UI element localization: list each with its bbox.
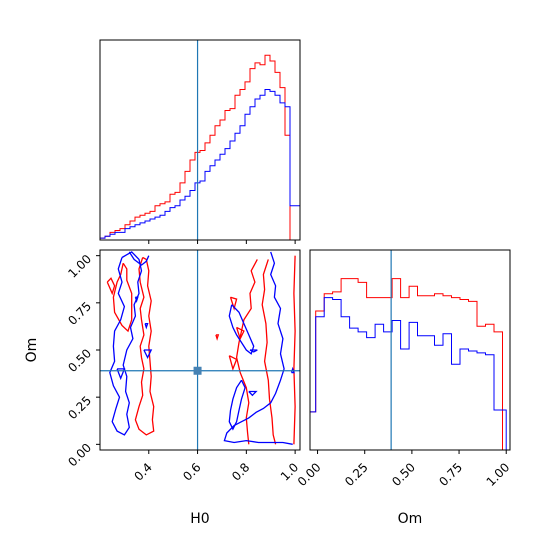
h0-histogram-panel [99, 39, 301, 244]
joint-y-axis-label: Om [24, 338, 40, 363]
om-x-tick-label: 0.50 [389, 460, 418, 489]
joint-y-tick-label: 0.75 [65, 299, 94, 328]
joint-y-tick-label: 1.00 [65, 252, 94, 281]
joint-blue-contours [109, 251, 295, 445]
joint-blue-contour [223, 251, 293, 445]
joint-red-contour [134, 256, 155, 436]
h0-hist-red-series [99, 54, 300, 241]
h0-axis-label: H0 [190, 511, 209, 527]
joint-y-ticks: 0.00 0.25 0.50 0.75 1.00 [65, 252, 100, 469]
joint-x-tick-label: 0.8 [229, 460, 252, 483]
joint-truth-marker [193, 366, 202, 375]
joint-blue-contour [128, 251, 150, 266]
om-hist-red-series [309, 278, 507, 451]
joint-blue-contour [134, 296, 139, 304]
joint-blue-contour [109, 251, 143, 436]
joint-blue-contour [143, 349, 153, 359]
joint-x-ticks: 0.4 0.6 0.8 1.0 [132, 450, 301, 484]
joint-red-contour [293, 255, 296, 445]
om-x-tick-label: 0.00 [295, 460, 324, 489]
joint-x-tick-label: 0.6 [180, 460, 203, 483]
h0-hist-frame [99, 39, 301, 241]
joint-red-contour [106, 277, 116, 296]
joint-y-tick-label: 0.00 [65, 441, 94, 470]
om-histogram-panel: 0.00 0.25 0.50 0.75 1.00 [295, 249, 512, 489]
joint-red-contour [261, 259, 277, 445]
joint-red-contour [112, 262, 133, 333]
joint-x-tick-label: 0.4 [132, 460, 155, 483]
om-axis-label: Om [398, 511, 423, 527]
om-x-tick-label: 0.25 [342, 460, 371, 489]
joint-blue-contour [248, 390, 258, 397]
om-hist-blue-series [309, 297, 507, 450]
om-x-ticks: 0.00 0.25 0.50 0.75 1.00 [295, 450, 512, 489]
joint-red-contour [215, 334, 220, 341]
joint-frame [99, 249, 301, 451]
joint-red-contour [229, 296, 238, 311]
joint-blue-contour [228, 379, 246, 431]
joint-blue-contour [116, 368, 126, 381]
joint-y-tick-label: 0.50 [65, 346, 94, 375]
joint-blue-contour [144, 322, 149, 330]
om-x-tick-label: 1.00 [484, 460, 513, 489]
joint-red-contours [106, 255, 296, 445]
om-x-tick-label: 0.75 [436, 460, 465, 489]
om-hist-frame [309, 249, 511, 451]
joint-red-contour [235, 326, 245, 341]
joint-red-contour [235, 259, 258, 445]
joint-y-tick-label: 0.25 [65, 393, 94, 422]
h0-hist-ticks [148, 240, 296, 244]
joint-blue-contour [249, 349, 258, 353]
h0-hist-blue-series [99, 89, 301, 240]
joint-contour-panel: 0.4 0.6 0.8 1.0 0.000.250.500.751.00 [65, 249, 301, 484]
joint-red-contour [228, 355, 238, 371]
joint-blue-contour [228, 304, 255, 355]
